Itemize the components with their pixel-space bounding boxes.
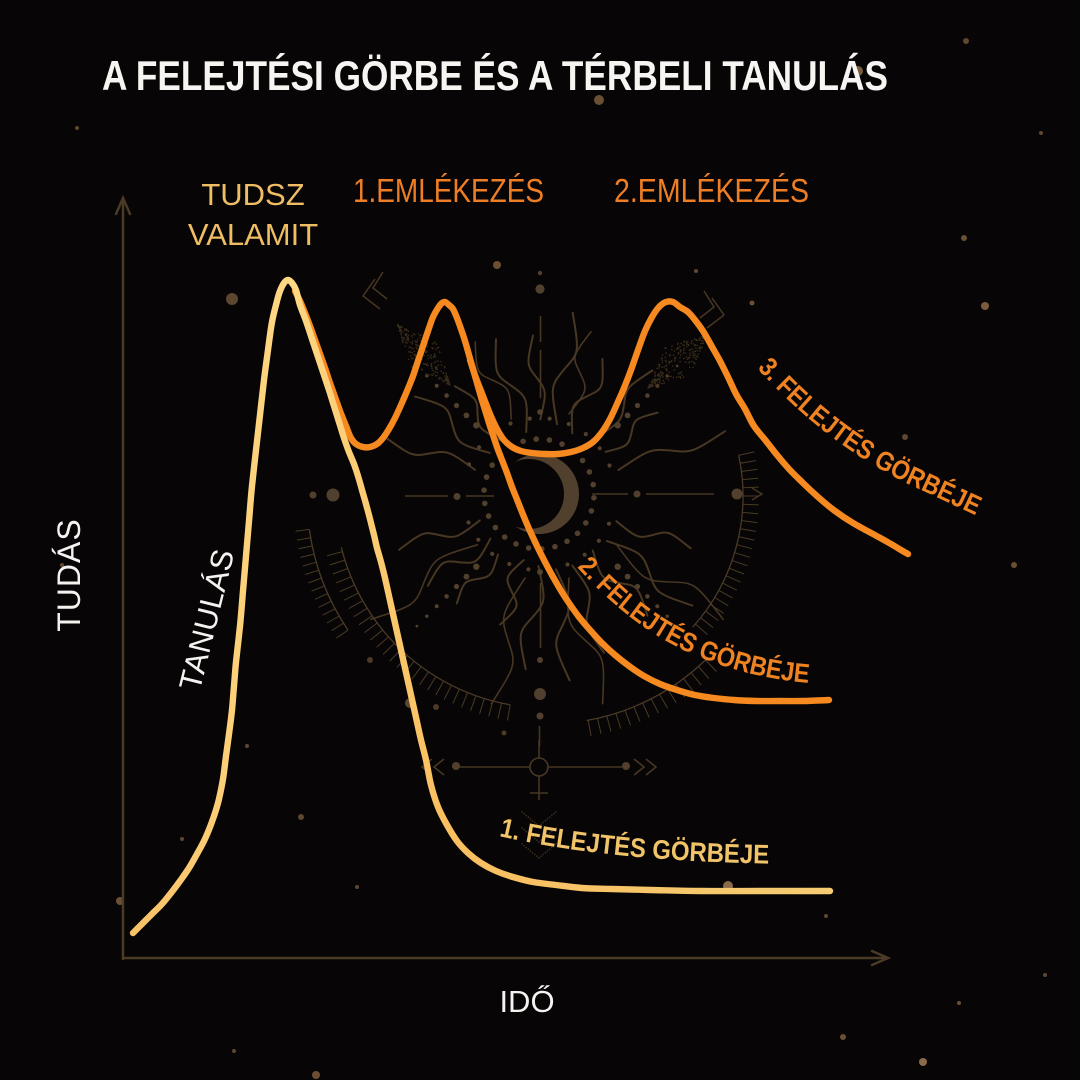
svg-text:TUDSZ: TUDSZ <box>201 177 304 212</box>
svg-text:2.EMLÉKEZÉS: 2.EMLÉKEZÉS <box>614 172 809 209</box>
svg-text:TUDÁS: TUDÁS <box>51 518 87 631</box>
svg-text:IDŐ: IDŐ <box>499 984 554 1019</box>
svg-text:VALAMIT: VALAMIT <box>188 217 318 252</box>
svg-text:A FELEJTÉSI GÖRBE ÉS A TÉRBELI: A FELEJTÉSI GÖRBE ÉS A TÉRBELI TANULÁS <box>102 52 888 99</box>
svg-text:1.EMLÉKEZÉS: 1.EMLÉKEZÉS <box>353 172 544 209</box>
